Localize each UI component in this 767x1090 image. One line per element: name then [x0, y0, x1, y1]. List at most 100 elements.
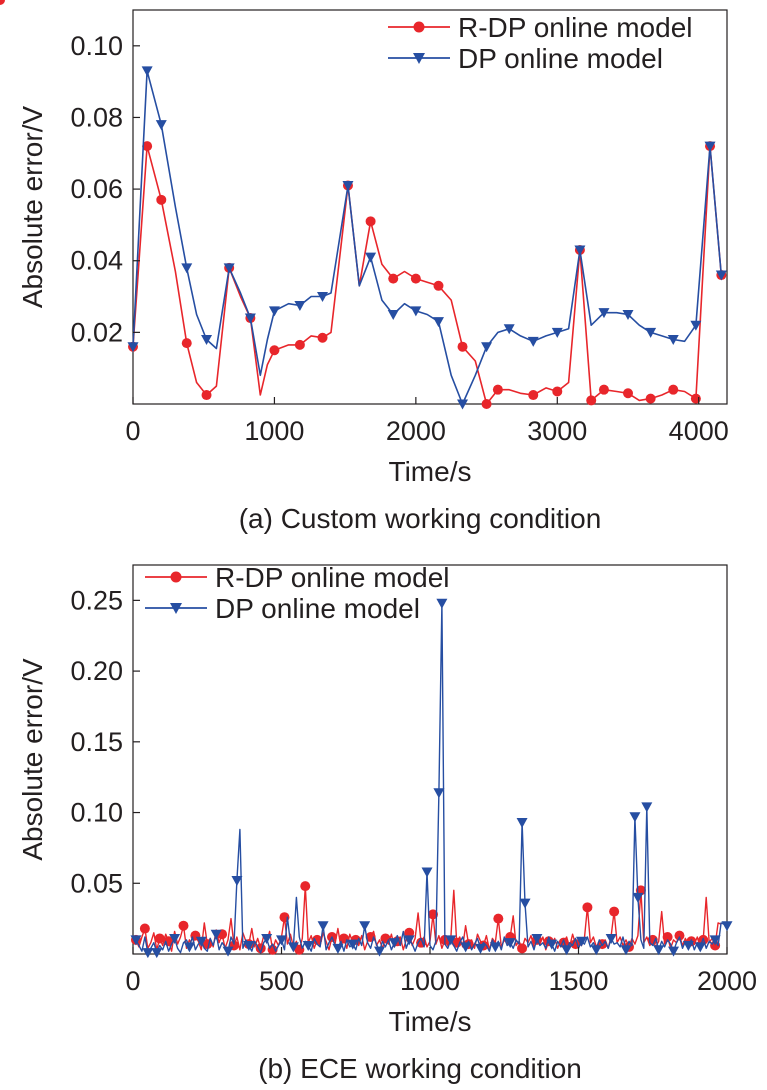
data-point-rdp: [674, 930, 685, 941]
data-point-dp: [155, 120, 167, 131]
legend-label: R-DP online model: [458, 12, 693, 43]
data-point-dp: [694, 942, 706, 953]
data-point-dp: [489, 942, 501, 953]
data-point-dp: [715, 270, 727, 281]
data-point-rdp: [623, 388, 633, 399]
data-point-dp: [527, 336, 539, 347]
y-axis-label: Absolute error/V: [17, 658, 48, 861]
data-point-dp: [690, 320, 702, 331]
data-point-rdp: [388, 273, 399, 284]
data-point-dp: [457, 399, 469, 410]
legend-label: DP online model: [458, 43, 663, 74]
data-point-rdp: [517, 943, 528, 954]
data-point-dp: [516, 817, 528, 828]
data-point-rdp: [481, 399, 492, 409]
data-point-rdp: [269, 345, 280, 356]
data-point-dp: [620, 945, 632, 956]
y-axis-label: Absolute error/V: [17, 106, 48, 309]
y-tick-label: 0.10: [70, 798, 123, 828]
data-point-rdp: [156, 194, 167, 205]
chart-custom-condition: 0 1000 2000 3000 4000 0.02 0.04 0.06 0.08 0.10 Tim…: [17, 9, 729, 534]
data-point-dp: [201, 335, 213, 346]
data-point-dp: [519, 898, 531, 909]
data-point-dp: [231, 875, 243, 886]
data-point-dp: [590, 945, 602, 956]
chart-caption: (b) ECE working condition: [258, 1053, 582, 1084]
x-tick-label: 1000: [244, 416, 304, 446]
data-point-rdp: [662, 932, 673, 943]
x-tick-label: 2000: [697, 966, 757, 996]
data-point-dp: [546, 939, 558, 950]
data-point-dp: [460, 942, 472, 953]
data-point-rdp: [433, 280, 444, 291]
data-point-dp: [709, 935, 721, 946]
chart-caption: (a) Custom working condition: [239, 503, 602, 534]
data-point-dp: [130, 935, 142, 946]
data-point-dp: [317, 921, 329, 932]
data-point-dp: [210, 929, 222, 940]
data-point-rdp: [493, 913, 504, 924]
data-point-rdp: [142, 141, 153, 152]
y-tick-label: 0.08: [70, 102, 123, 132]
data-point-dp: [531, 933, 543, 944]
data-point-dp: [721, 921, 733, 932]
data-point-rdp: [404, 927, 415, 938]
data-point-rdp: [294, 339, 305, 350]
data-point-rdp: [457, 341, 468, 352]
series-line-rdp: [132, 145, 723, 405]
y-tick-label: 0.15: [70, 727, 123, 757]
legend-label: R-DP online model: [215, 562, 450, 593]
data-point-rdp: [154, 933, 165, 944]
data-point-dp: [645, 327, 657, 338]
data-point-dp: [503, 324, 515, 335]
data-point-rdp: [528, 390, 539, 401]
data-point-rdp: [492, 384, 503, 395]
y-tick-label: 0.25: [70, 585, 123, 615]
series-line-dp: [132, 70, 723, 405]
data-point-dp: [551, 327, 563, 338]
data-point-dp: [294, 301, 306, 311]
data-point-dp: [561, 945, 573, 956]
data-point-dp: [632, 892, 644, 903]
data-point-dp: [641, 802, 653, 813]
data-point-rdp: [201, 390, 212, 401]
data-point-dp: [332, 943, 344, 954]
data-point-dp: [481, 342, 493, 353]
data-point-rdp: [178, 920, 189, 931]
data-point-dp: [342, 181, 354, 192]
data-point-dp: [195, 936, 207, 947]
data-point-dp: [704, 141, 716, 152]
data-point-dp: [223, 263, 235, 274]
legend-marker-circle: [170, 571, 182, 583]
x-tick-label: 0: [125, 966, 140, 996]
data-point-rdp: [300, 881, 311, 892]
data-point-dp: [421, 867, 433, 878]
data-point-dp: [142, 948, 154, 959]
data-point-dp: [222, 946, 234, 957]
data-point-rdp: [586, 395, 597, 406]
data-point-rdp: [552, 386, 563, 397]
y-tick-label: 0.02: [70, 317, 123, 347]
legend-label: DP online model: [215, 593, 420, 624]
data-point-dp: [268, 306, 280, 317]
y-tick-label: 0.20: [70, 656, 123, 686]
legend-marker-circle: [413, 21, 425, 33]
data-point-dp: [653, 945, 665, 956]
x-tick-label: 4000: [669, 416, 729, 446]
data-point-dp: [169, 933, 181, 944]
data-point-dp: [598, 308, 610, 319]
data-point-dp: [365, 252, 377, 263]
data-point-dp: [374, 946, 386, 957]
legend-marker-triangle: [170, 603, 182, 614]
data-point-rdp: [139, 923, 150, 934]
legend-marker-triangle: [413, 53, 425, 64]
plot-frame: [132, 9, 728, 405]
data-point-dp: [682, 941, 694, 952]
data-point-dp: [244, 313, 256, 324]
data-point-rdp: [365, 216, 376, 227]
data-point-dp: [433, 788, 445, 799]
